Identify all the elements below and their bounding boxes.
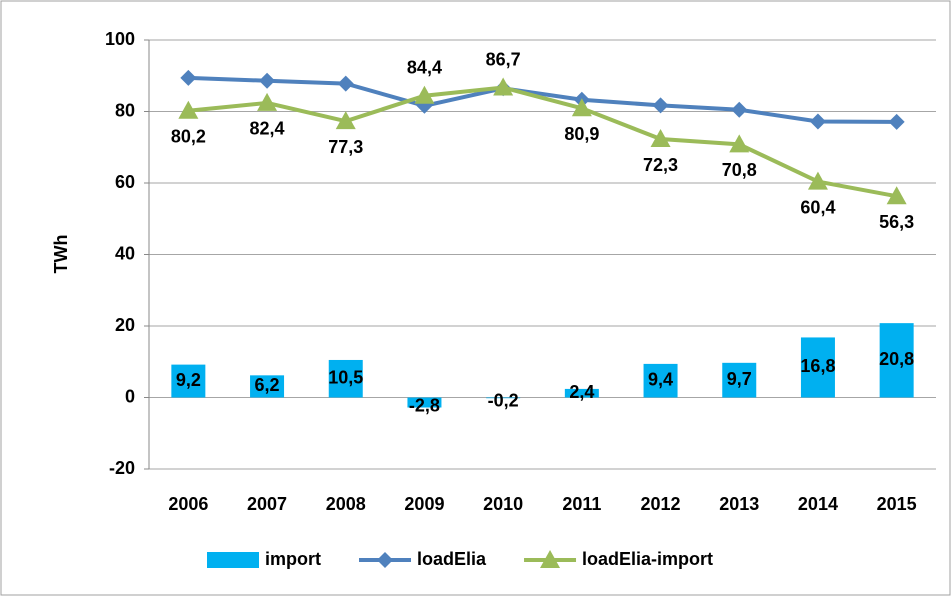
bar: [879, 323, 914, 398]
x-tick-label: 2014: [798, 494, 838, 514]
y-tick-label: 60: [115, 172, 135, 192]
y-tick-label: 40: [115, 243, 135, 263]
data-label: 10,5: [328, 367, 363, 387]
marker: [571, 98, 592, 117]
data-label: 82,4: [250, 119, 285, 139]
data-label: 2,4: [569, 382, 594, 402]
data-label: 86,7: [486, 49, 521, 69]
data-label: 56,3: [879, 212, 914, 232]
bar: [722, 362, 757, 398]
bar: [171, 364, 206, 398]
bar: [486, 397, 521, 399]
marker: [178, 100, 199, 119]
x-tick-label: 2008: [326, 494, 366, 514]
marker: [180, 69, 197, 86]
line: [188, 75, 897, 124]
bar: [407, 397, 442, 408]
data-label: -2,8: [409, 395, 440, 415]
legend-label: import: [265, 549, 321, 569]
x-tick-label: 2006: [168, 494, 208, 514]
legend-label: loadElia: [417, 549, 487, 569]
bar: [800, 337, 835, 398]
x-tick-label: 2010: [483, 494, 523, 514]
data-label: 77,3: [328, 137, 363, 157]
legend-marker: [540, 550, 561, 568]
marker: [493, 77, 514, 96]
bar: [564, 388, 599, 398]
marker: [807, 171, 828, 190]
y-tick-label: 100: [105, 29, 135, 49]
legend-marker: [377, 552, 393, 568]
x-tick-label: 2011: [562, 494, 601, 514]
data-label: 80,9: [564, 124, 599, 144]
marker: [809, 113, 826, 130]
bar: [328, 359, 363, 398]
marker: [259, 72, 276, 89]
bar: [250, 375, 285, 398]
marker: [886, 186, 907, 205]
data-label: 6,2: [255, 375, 280, 395]
marker: [888, 113, 905, 130]
data-label: 80,2: [171, 127, 206, 147]
y-tick-label: 20: [115, 315, 135, 335]
data-label: 9,2: [176, 370, 201, 390]
data-label: 9,4: [648, 369, 673, 389]
data-label: 20,8: [879, 349, 914, 369]
marker: [650, 129, 671, 148]
y-tick-label: -20: [109, 458, 135, 478]
marker: [731, 101, 748, 118]
x-tick-label: 2007: [247, 494, 287, 514]
x-tick-label: 2013: [719, 494, 759, 514]
y-tick-label: 0: [125, 386, 135, 406]
marker: [729, 134, 750, 153]
data-label: 70,8: [722, 160, 757, 180]
marker: [257, 92, 278, 111]
legend-swatch: [207, 552, 259, 568]
x-tick-label: 2009: [404, 494, 444, 514]
data-label: 16,8: [800, 356, 835, 376]
data-label: 60,4: [800, 197, 835, 217]
marker: [335, 111, 356, 130]
marker: [414, 85, 435, 104]
data-label: 9,7: [727, 369, 752, 389]
data-label: 72,3: [643, 155, 678, 175]
y-axis-label: TWh: [51, 235, 71, 274]
marker: [337, 75, 354, 92]
legend-label: loadElia-import: [582, 549, 713, 569]
x-tick-label: 2015: [877, 494, 917, 514]
data-label: -0,2: [488, 391, 519, 411]
bar: [643, 363, 678, 398]
marker: [652, 97, 669, 114]
x-tick-label: 2012: [641, 494, 681, 514]
line: [188, 85, 898, 199]
data-label: 84,4: [407, 58, 442, 78]
y-tick-label: 80: [115, 100, 135, 120]
